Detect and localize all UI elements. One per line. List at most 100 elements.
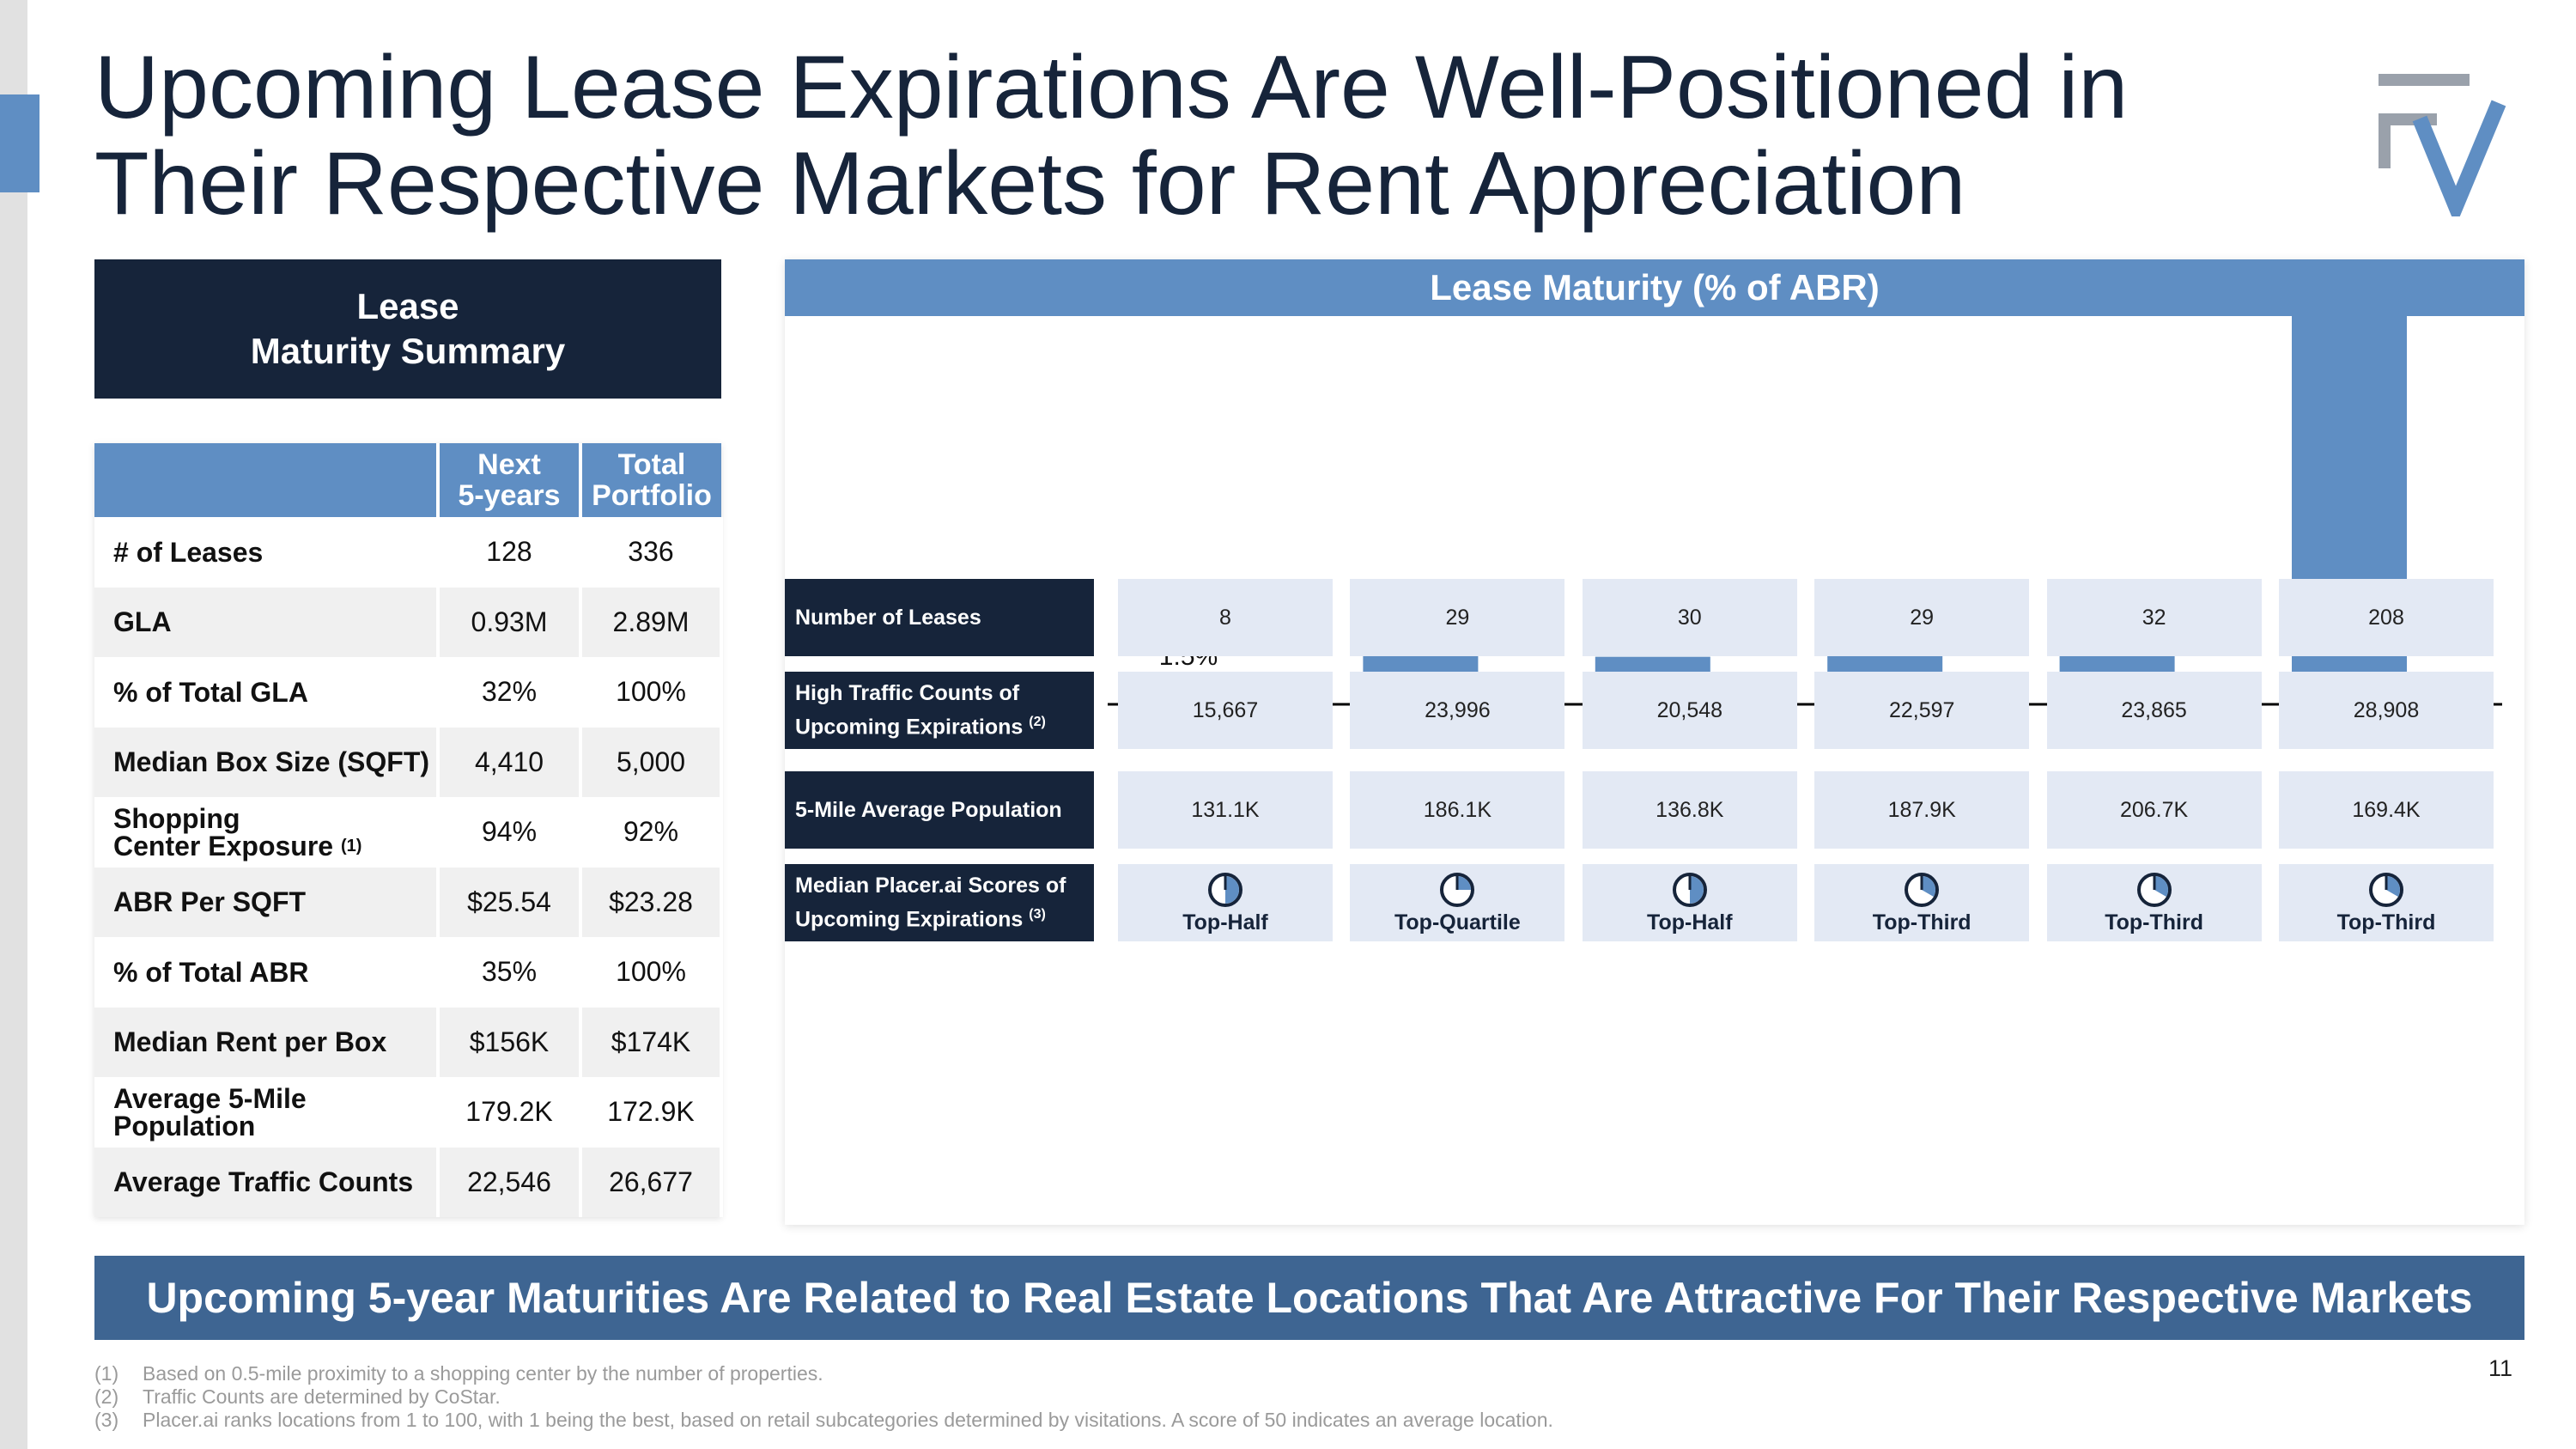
stat-cell: 28,908 xyxy=(2279,672,2494,749)
summary-header-row: Next 5-years Total Portfolio xyxy=(94,443,721,517)
stat-label-line-2: Upcoming Expirations xyxy=(795,907,1024,932)
score-cell: Top-Third xyxy=(2279,864,2494,941)
summary-table-container: Next 5-years Total Portfolio # of Leases… xyxy=(94,443,723,1217)
stat-row-label-text: Median Placer.ai Scores of Upcoming Expir… xyxy=(795,871,1066,934)
stat-cell: 8 xyxy=(1118,579,1333,656)
summary-row-label: Shopping Center Exposure (1) xyxy=(94,797,440,868)
score-label: Top-Half xyxy=(1182,910,1268,935)
summary-cell-next: 94% xyxy=(438,797,582,868)
stat-cell: 29 xyxy=(1814,579,2030,656)
score-cell: Top-Quartile xyxy=(1350,864,1565,941)
stat-cell: 23,996 xyxy=(1350,672,1565,749)
summary-cell-next: 35% xyxy=(438,937,582,1008)
summary-cell-next: 128 xyxy=(438,517,582,588)
stat-cell: 208 xyxy=(2279,579,2494,656)
summary-row-label-text: Median Box Size (SQFT) xyxy=(113,746,430,778)
footnote-number: (3) xyxy=(94,1409,119,1431)
score-cell: Top-Half xyxy=(1118,864,1333,941)
summary-row: Average 5-Mile Population 179.2K 172.9K xyxy=(94,1077,723,1148)
summary-header-next: Next 5-years xyxy=(438,443,582,517)
stat-label-line-1: Median Placer.ai Scores of xyxy=(795,874,1066,898)
stat-cell: 136.8K xyxy=(1582,771,1797,849)
summary-cell-next: 0.93M xyxy=(438,587,582,657)
summary-row-label-text: Average 5-Mile xyxy=(113,1082,307,1114)
score-pie-icon xyxy=(1672,872,1707,907)
summary-cell-total: $23.28 xyxy=(580,867,723,937)
page-number: 11 xyxy=(2488,1355,2513,1381)
company-logo-icon xyxy=(2379,74,2506,216)
chart-title: Lease Maturity (% of ABR) xyxy=(785,259,2524,316)
summary-row-label: ABR Per SQFT xyxy=(94,867,440,937)
header-total-line-1: Total xyxy=(617,448,686,481)
summary-row-label: Median Rent per Box xyxy=(94,1007,440,1077)
stat-row-label-text: Number of Leases xyxy=(795,603,981,632)
summary-header-total: Total Portfolio xyxy=(580,443,721,517)
stat-row-label: Number of Leases xyxy=(785,579,1094,656)
summary-cell-total: 5,000 xyxy=(580,727,723,797)
stat-cell: 187.9K xyxy=(1814,771,2030,849)
score-cell: Top-Third xyxy=(2046,864,2262,941)
stat-cell: 15,667 xyxy=(1118,672,1333,749)
summary-cell-total: 100% xyxy=(580,657,723,728)
summary-row: % of Total GLA 32% 100% xyxy=(94,657,723,728)
summary-row-label-text-2: Center Exposure xyxy=(113,830,334,861)
score-label: Top-Quartile xyxy=(1394,910,1521,935)
header-next-line-2: 5-years xyxy=(458,479,561,512)
summary-row-label: Median Box Size (SQFT) xyxy=(94,727,440,797)
score-label: Top-Third xyxy=(1872,910,1971,935)
summary-cell-next: 179.2K xyxy=(438,1077,582,1148)
score-pie-icon xyxy=(1208,872,1242,907)
summary-cell-total: 100% xyxy=(580,937,723,1008)
footnotes: (1) Based on 0.5-mile proximity to a shop… xyxy=(94,1362,2241,1432)
summary-row-label: Average 5-Mile Population xyxy=(94,1077,440,1148)
stat-cell: 206.7K xyxy=(2046,771,2262,849)
summary-cell-total: $174K xyxy=(580,1007,723,1077)
summary-row-label: % of Total GLA xyxy=(94,657,440,728)
summary-row: GLA 0.93M 2.89M xyxy=(94,587,723,657)
footnote-row: (2) Traffic Counts are determined by CoSt… xyxy=(94,1385,2241,1409)
header-next-line-1: Next xyxy=(477,448,541,481)
stat-cell: 32 xyxy=(2046,579,2262,656)
page-title-line-1: Upcoming Lease Expirations Are Well-Posi… xyxy=(94,38,2129,137)
score-label: Top-Third xyxy=(2105,910,2203,935)
score-cell: Top-Half xyxy=(1582,864,1797,941)
summary-row-label-text-2: Population xyxy=(113,1110,256,1142)
summary-cell-total: 92% xyxy=(580,797,723,868)
score-label: Top-Third xyxy=(2336,910,2436,935)
stat-cell: 186.1K xyxy=(1350,771,1565,849)
summary-cell-total: 336 xyxy=(580,517,723,588)
stat-label-line-1: Number of Leases xyxy=(795,606,981,630)
footnote-text: Placer.ai ranks locations from 1 to 100,… xyxy=(143,1409,1553,1431)
left-edge-strip xyxy=(0,0,27,1449)
lease-maturity-panel: Lease Maturity (% of ABR) 1.5%20268.7%20… xyxy=(785,259,2524,1225)
summary-cell-total: 2.89M xyxy=(580,587,723,657)
page-title: Upcoming Lease Expirations Are Well-Posi… xyxy=(94,40,2241,232)
stat-cell: 22,597 xyxy=(1814,672,2030,749)
stat-row-label-text: High Traffic Counts of Upcoming Expiratio… xyxy=(795,679,1046,741)
score-pie-icon xyxy=(2369,872,2403,907)
summary-row: Median Rent per Box $156K $174K xyxy=(94,1007,723,1077)
score-pie-icon xyxy=(1905,872,1940,907)
footnote-marker: (3) xyxy=(1029,907,1046,922)
bottom-banner: Upcoming 5-year Maturities Are Related t… xyxy=(94,1256,2524,1340)
stat-label-line-1: 5-Mile Average Population xyxy=(795,798,1062,822)
summary-row-label: # of Leases xyxy=(94,517,440,588)
stat-row-label: Median Placer.ai Scores of Upcoming Expir… xyxy=(785,864,1094,941)
summary-row: # of Leases 128 336 xyxy=(94,517,723,588)
summary-row-label-text: Average Traffic Counts xyxy=(113,1166,414,1198)
summary-row-label-text: % of Total ABR xyxy=(113,956,309,988)
summary-cell-next: 22,546 xyxy=(438,1147,582,1217)
summary-row: Shopping Center Exposure (1) 94% 92% xyxy=(94,797,723,868)
stat-row-label-text: 5-Mile Average Population xyxy=(795,795,1062,825)
summary-row: Average Traffic Counts 22,546 26,677 xyxy=(94,1147,723,1217)
summary-heading-line-2: Maturity Summary xyxy=(250,331,566,371)
summary-heading-line-1: Lease xyxy=(356,286,459,326)
footnote-text: Based on 0.5-mile proximity to a shoppin… xyxy=(143,1362,823,1385)
score-pie-icon xyxy=(2136,872,2172,907)
summary-row-label-text: # of Leases xyxy=(113,536,264,568)
stat-cell: 23,865 xyxy=(2046,672,2262,749)
stat-row-label: High Traffic Counts of Upcoming Expiratio… xyxy=(785,672,1094,749)
summary-cell-total: 172.9K xyxy=(580,1077,723,1148)
summary-header-blank xyxy=(94,443,440,517)
stat-label-line-1: High Traffic Counts of xyxy=(795,681,1020,706)
